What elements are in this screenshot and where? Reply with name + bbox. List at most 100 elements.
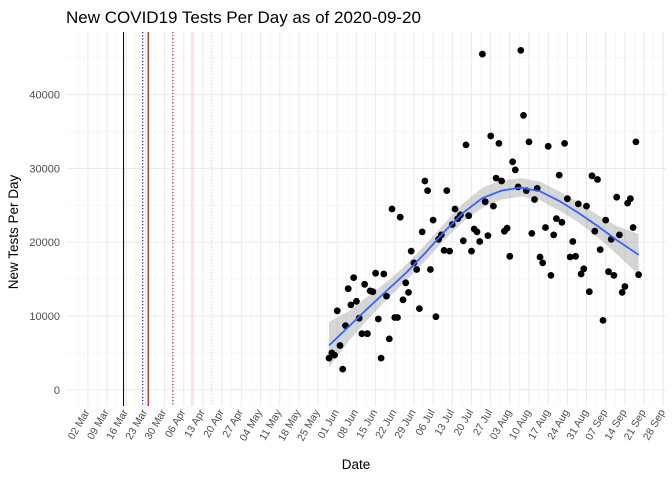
data-point	[605, 268, 612, 276]
data-point	[621, 283, 629, 290]
data-point	[583, 202, 590, 210]
data-point	[574, 200, 582, 208]
data-point	[350, 274, 358, 281]
data-point	[506, 252, 514, 260]
data-point	[446, 247, 453, 255]
data-point	[361, 280, 368, 288]
data-point	[380, 270, 388, 278]
data-point	[618, 289, 626, 296]
data-point	[383, 292, 390, 300]
data-point	[511, 166, 519, 174]
trend-line	[328, 186, 640, 347]
data-point	[421, 177, 429, 185]
data-point	[536, 253, 544, 261]
data-point	[613, 193, 621, 201]
data-point	[632, 138, 640, 146]
data-point	[325, 354, 333, 362]
data-point	[610, 272, 618, 279]
data-point	[599, 317, 607, 324]
trend-line-path	[328, 186, 640, 347]
data-point	[490, 202, 497, 210]
data-point	[566, 253, 574, 261]
data-point	[344, 285, 352, 293]
data-point	[588, 172, 596, 180]
data-point	[462, 141, 470, 149]
data-point	[517, 47, 525, 54]
data-point	[594, 176, 601, 183]
y-axis-label: New Tests Per Day	[6, 174, 21, 289]
data-point	[544, 142, 552, 150]
data-point	[372, 269, 379, 277]
chart-title: New COVID19 Tests Per Day as of 2020-09-…	[66, 8, 421, 27]
data-point	[498, 177, 505, 185]
data-point	[629, 224, 637, 231]
data-point	[339, 365, 347, 373]
data-point	[487, 132, 495, 140]
data-point	[481, 198, 489, 206]
data-point	[402, 279, 410, 287]
data-point	[353, 297, 360, 305]
data-point	[473, 228, 481, 236]
data-point	[542, 224, 549, 231]
data-point	[405, 289, 412, 296]
data-point	[399, 296, 407, 304]
data-point	[413, 266, 421, 273]
data-point	[396, 213, 404, 221]
data-point	[495, 140, 503, 147]
data-point	[558, 218, 566, 226]
data-point	[358, 330, 366, 338]
data-point	[440, 247, 448, 254]
data-point	[369, 288, 377, 296]
data-point	[503, 224, 511, 232]
data-point	[580, 265, 588, 273]
data-point	[520, 112, 527, 119]
data-point	[394, 314, 401, 321]
data-point	[525, 138, 533, 146]
data-point	[443, 187, 451, 195]
data-point	[377, 354, 385, 362]
data-point	[427, 266, 434, 273]
data-point	[476, 238, 484, 245]
data-point	[407, 247, 415, 255]
data-point	[509, 158, 516, 166]
data-point	[577, 270, 585, 278]
data-point	[635, 271, 642, 279]
data-point	[459, 237, 467, 245]
y-tick-label: 30000	[29, 163, 60, 175]
data-point	[331, 351, 338, 359]
data-point	[418, 228, 426, 236]
data-point	[553, 215, 560, 223]
data-point	[429, 216, 437, 224]
data-point	[479, 50, 486, 58]
y-tick-label: 0	[54, 385, 60, 397]
data-point	[424, 187, 431, 195]
data-point	[528, 230, 536, 237]
data-point	[465, 212, 473, 220]
data-point	[550, 231, 558, 239]
data-point	[492, 174, 500, 182]
data-point	[564, 195, 571, 203]
data-point	[432, 313, 440, 321]
data-point	[539, 259, 547, 267]
data-point	[336, 342, 344, 349]
data-point	[388, 205, 396, 213]
x-axis-label: Date	[342, 457, 371, 472]
data-point	[572, 252, 579, 260]
y-axis-ticks: 0 10000 20000 30000 40000	[29, 90, 60, 397]
data-point	[602, 216, 610, 224]
data-point	[333, 307, 341, 315]
y-tick-label: 20000	[29, 237, 60, 249]
data-point	[585, 288, 593, 296]
data-point	[451, 205, 459, 213]
data-point	[374, 315, 382, 323]
data-point	[531, 196, 538, 203]
data-point	[484, 232, 492, 240]
data-point	[468, 247, 475, 255]
data-point	[347, 301, 355, 309]
data-point	[555, 171, 563, 179]
data-points	[325, 47, 642, 373]
data-point	[561, 140, 568, 147]
y-tick-label: 40000	[29, 90, 60, 102]
